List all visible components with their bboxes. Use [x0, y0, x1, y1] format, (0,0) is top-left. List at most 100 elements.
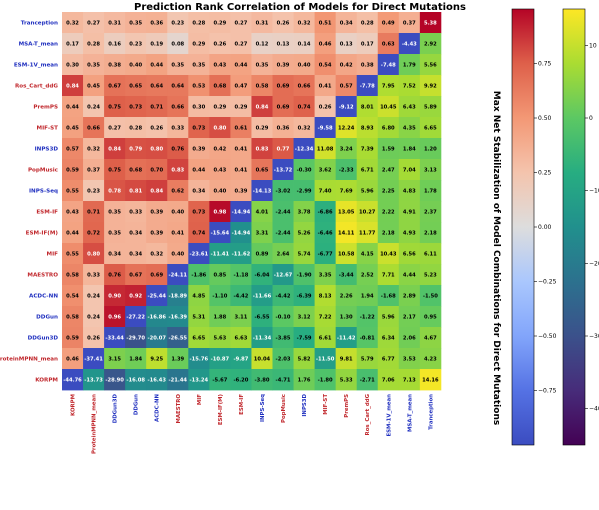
- row-label: Ros_Cart_ddG: [15, 84, 58, 90]
- cell-value-label: 6.63: [235, 335, 248, 341]
- cell-value-label: 7.40: [319, 188, 332, 194]
- cell-value-label: 0.51: [319, 20, 332, 26]
- column-label: ESM-IF(M): [218, 394, 224, 425]
- row-label: MSA-T_mean: [19, 42, 58, 48]
- cell-value-label: 0.34: [340, 20, 353, 26]
- heatmap-cell: [83, 159, 105, 181]
- heatmap-cell: [398, 222, 421, 244]
- heatmap-cell: [83, 12, 105, 34]
- cell-value-label: 0.26: [277, 20, 290, 26]
- cell-value-label: 0.23: [87, 188, 100, 194]
- heatmap-cell: [230, 33, 252, 55]
- cell-value-label: -1.10: [212, 293, 227, 299]
- heatmap-cell: [146, 306, 168, 328]
- cell-value-label: 6.65: [192, 335, 205, 341]
- cell-value-label: 0.41: [235, 146, 248, 152]
- row-label: INPS3D: [35, 147, 59, 153]
- heatmap-cell: [83, 201, 105, 223]
- cell-value-label: 4.35: [403, 125, 416, 131]
- heatmap-cell: [314, 264, 337, 286]
- heatmap-cell: [293, 285, 315, 307]
- heatmap-cell: [125, 96, 147, 118]
- heatmap-cell: [188, 96, 210, 118]
- cell-value-label: 1.84: [403, 146, 416, 152]
- cell-value-label: -1.22: [360, 314, 375, 320]
- heatmap-cell: [209, 159, 231, 181]
- cell-value-label: 0.45: [66, 125, 79, 131]
- heatmap-cell: [125, 264, 147, 286]
- heatmap-cell: [251, 243, 273, 265]
- heatmap-cell: [293, 54, 315, 76]
- colorbar-tick-label: −0.25: [538, 279, 557, 286]
- cell-value-label: 1.30: [340, 314, 353, 320]
- cell-value-label: 0.31: [256, 20, 269, 26]
- cell-value-label: 0.39: [277, 62, 290, 68]
- chart-title: Prediction Rank Correlation of Models fo…: [134, 2, 466, 13]
- column-label: MIF-ST: [323, 394, 329, 415]
- cell-value-label: 0.35: [87, 62, 100, 68]
- column-label: MSA-T_mean: [407, 394, 413, 432]
- cell-value-label: 0.17: [361, 41, 374, 47]
- cell-value-label: 0.47: [235, 83, 248, 89]
- heatmap-cell: [377, 54, 400, 76]
- cell-value-label: 0.40: [171, 251, 184, 257]
- heatmap-cell: [62, 33, 84, 55]
- cell-value-label: 0.83: [256, 146, 269, 152]
- heatmap-cell: [356, 222, 379, 244]
- cell-value-label: 0.75: [108, 167, 121, 173]
- cell-value-label: -16.39: [168, 314, 187, 320]
- heatmap-cell: [62, 327, 84, 349]
- heatmap-cell: [125, 138, 147, 160]
- cell-value-label: 0.46: [319, 41, 332, 47]
- cell-value-label: 0.27: [87, 20, 100, 26]
- heatmap-cell: [419, 138, 442, 160]
- cell-value-label: -2.99: [297, 188, 312, 194]
- cell-value-label: 6.56: [403, 251, 416, 257]
- cell-value-label: 0.66: [171, 104, 184, 110]
- cell-value-label: -6.39: [297, 293, 312, 299]
- cell-value-label: 0.45: [87, 83, 100, 89]
- heatmap-cell: [230, 264, 252, 286]
- heatmap-cell: [251, 180, 273, 202]
- heatmap-cell: [398, 243, 421, 265]
- cell-value-label: 0.85: [213, 272, 226, 278]
- cell-value-label: 3.24: [340, 146, 353, 152]
- heatmap-cell: [419, 75, 442, 97]
- heatmap-cell: [356, 285, 379, 307]
- heatmap-cell: [209, 12, 231, 34]
- heatmap-cell: [419, 54, 442, 76]
- cell-value-label: 0.29: [235, 104, 248, 110]
- colorbar-tick-label: −10: [589, 188, 599, 195]
- column-labels: KORPM ProteinMPNN_mean DDGun3D DDGun ACDC-NN…: [71, 393, 435, 454]
- cell-value-label: 0.65: [256, 167, 269, 173]
- cell-value-label: -11.42: [337, 335, 356, 341]
- heatmap-cell: [356, 33, 379, 55]
- heatmap-cell: [251, 264, 273, 286]
- heatmap-cell: [146, 201, 168, 223]
- cell-value-label: 9.81: [340, 356, 353, 362]
- heatmap-cell: [146, 348, 168, 370]
- colorbar-side-label: Max Net Stabilization of Model Combinati…: [491, 91, 501, 425]
- heatmap-cell: [83, 180, 105, 202]
- cell-value-label: 0.73: [129, 104, 142, 110]
- heatmap-cell: [377, 285, 400, 307]
- cell-value-label: -6.77: [318, 251, 333, 257]
- cell-value-label: 3.53: [403, 356, 416, 362]
- heatmap-cell: [377, 12, 400, 34]
- cell-value-label: 9.92: [424, 83, 437, 89]
- heatmap-cell: [83, 369, 105, 391]
- heatmap-cell: [419, 33, 442, 55]
- heatmap-cell: [272, 75, 294, 97]
- cell-value-label: 9.25: [150, 356, 163, 362]
- heatmap-cell: [83, 54, 105, 76]
- heatmap-cell: [314, 54, 337, 76]
- heatmap-cell: [356, 243, 379, 265]
- cell-value-label: 0.79: [129, 146, 142, 152]
- heatmap-cell: [398, 180, 421, 202]
- cell-value-label: 2.06: [403, 335, 416, 341]
- colorbar-tick-label: −0.50: [538, 333, 557, 340]
- heatmap-cell: [293, 96, 315, 118]
- cell-value-label: 4.01: [256, 209, 269, 215]
- cell-value-label: -1.18: [233, 272, 248, 278]
- cell-value-label: 0.96: [108, 314, 121, 320]
